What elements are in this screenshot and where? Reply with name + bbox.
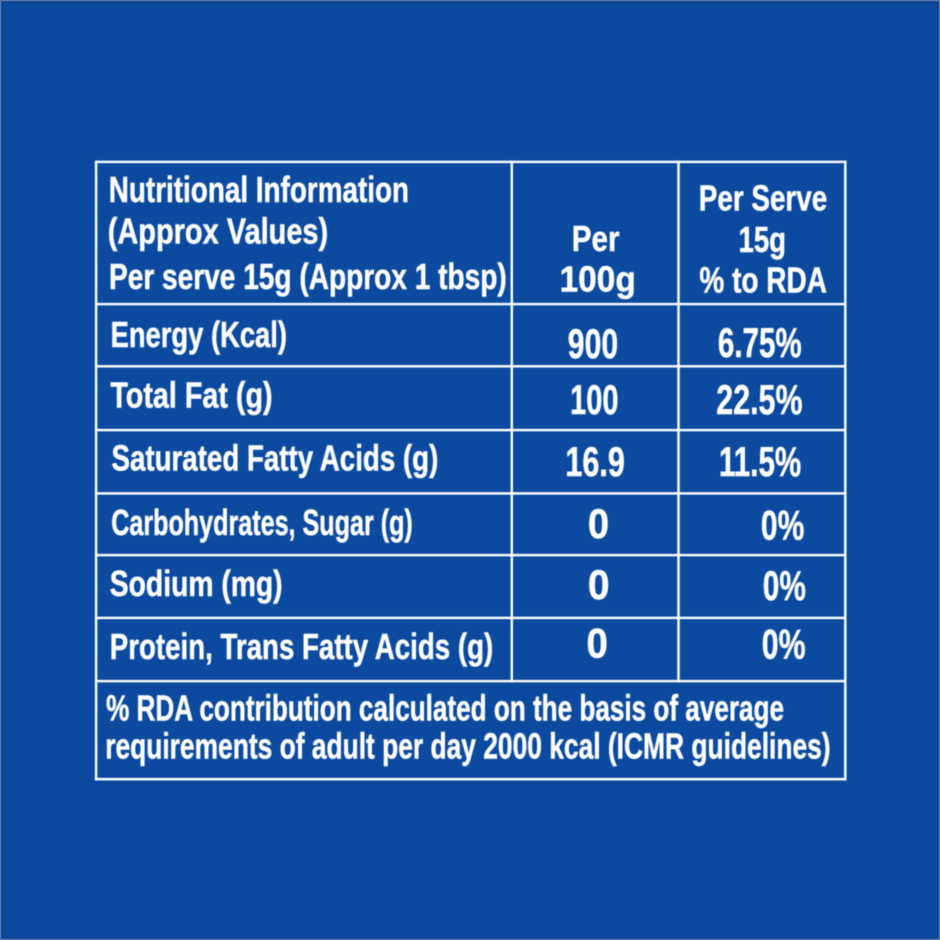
svg-text:15g: 15g (739, 219, 787, 260)
svg-text:Nutritional Information: Nutritional Information (109, 169, 409, 210)
svg-text:requirements of adult per day: requirements of adult per day 2000 kcal … (105, 725, 830, 766)
svg-text:Saturated Fatty Acids (g): Saturated Fatty Acids (g) (112, 437, 439, 478)
svg-text:100: 100 (570, 376, 618, 423)
svg-text:0%: 0% (763, 562, 806, 609)
svg-text:Protein, Trans Fatty Acids (g): Protein, Trans Fatty Acids (g) (110, 626, 493, 667)
svg-text:100g: 100g (560, 258, 636, 299)
svg-text:0: 0 (588, 561, 610, 608)
svg-text:0%: 0% (762, 620, 806, 667)
svg-text:Carbohydrates, Sugar (g): Carbohydrates, Sugar (g) (111, 502, 413, 543)
svg-text:Per: Per (572, 218, 620, 259)
svg-text:Total Fat (g): Total Fat (g) (110, 374, 272, 415)
svg-text:22.5%: 22.5% (716, 376, 802, 423)
svg-text:11.5%: 11.5% (719, 438, 801, 485)
svg-text:(Approx Values): (Approx Values) (108, 211, 329, 252)
svg-text:Per serve 15g (Approx 1 tbsp): Per serve 15g (Approx 1 tbsp) (109, 256, 507, 297)
svg-text:% to RDA: % to RDA (699, 259, 827, 300)
svg-text:900: 900 (568, 320, 618, 367)
svg-text:Per Serve: Per Serve (699, 177, 827, 218)
svg-text:6.75%: 6.75% (718, 319, 802, 366)
svg-text:Energy (Kcal): Energy (Kcal) (111, 314, 287, 355)
svg-text:0%: 0% (761, 502, 804, 549)
svg-text:% RDA contribution calculated: % RDA contribution calculated on the bas… (106, 688, 784, 729)
svg-text:Sodium (mg): Sodium (mg) (110, 563, 283, 604)
svg-text:16.9: 16.9 (565, 438, 625, 485)
svg-text:0: 0 (588, 500, 609, 547)
svg-text:0: 0 (587, 620, 608, 667)
